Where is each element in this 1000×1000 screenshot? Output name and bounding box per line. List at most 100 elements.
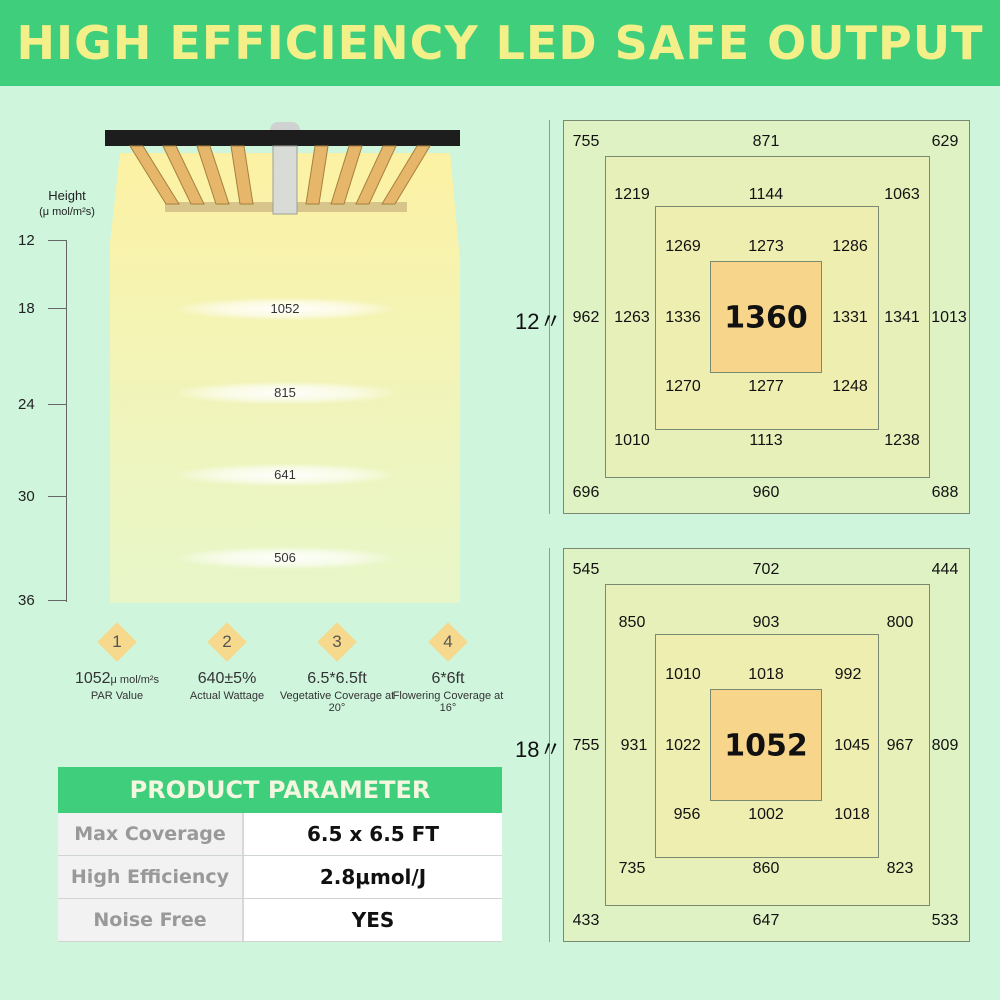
ppfd-reading: 1063 xyxy=(884,186,920,203)
ppfd-reading: 533 xyxy=(931,912,959,929)
height-tick-label: 30 xyxy=(18,488,35,505)
diamond-badge-icon: 2 xyxy=(207,622,247,662)
feature-value: 1052μ mol/m²s xyxy=(74,670,160,687)
ppfd-reading: 1022 xyxy=(665,737,701,754)
feature-number: 4 xyxy=(443,632,453,651)
ppfd-reading: 1219 xyxy=(614,186,650,203)
product-parameter-title: PRODUCT PARAMETER xyxy=(58,767,502,813)
ppfd-reading: 956 xyxy=(673,806,701,823)
light-beam xyxy=(110,153,460,603)
parameter-name: Noise Free xyxy=(58,899,244,941)
height-tick-label: 12 xyxy=(18,232,35,249)
ppfd-map-12: 12〃 755 871 629 962 1013 696 960 688 121… xyxy=(515,120,970,514)
ppfd-reading: 444 xyxy=(931,561,959,578)
ppfd-glow xyxy=(178,547,393,569)
ppfd-reading: 755 xyxy=(572,737,600,754)
light-fixture-illustration xyxy=(0,0,520,620)
ppfd-reading: 1045 xyxy=(834,737,870,754)
height-axis-title: Height (μ mol/m²s) xyxy=(22,188,112,220)
ppfd-glow xyxy=(178,464,393,486)
map-bracket xyxy=(549,548,550,942)
height-tick xyxy=(48,496,66,497)
ppfd-glow xyxy=(178,298,393,320)
diamond-badge-icon: 3 xyxy=(317,622,357,662)
feature-number: 3 xyxy=(332,632,342,651)
banner-title: HIGH EFFICIENCY LED SAFE OUTPUT xyxy=(16,16,984,70)
height-tick xyxy=(48,600,66,601)
ppfd-reading: 1144 xyxy=(748,186,784,203)
ppfd-reading: 1238 xyxy=(884,432,920,449)
ppfd-reading: 903 xyxy=(752,614,780,631)
ppfd-reading: 1013 xyxy=(931,309,967,326)
ppfd-reading: 688 xyxy=(931,484,959,501)
feature-vegetative-coverage: 3 6.5*6.5ft Vegetative Coverage at 20° xyxy=(277,622,397,714)
ppfd-reading: 702 xyxy=(752,561,780,578)
ppfd-glow xyxy=(178,382,393,404)
feature-label: PAR Value xyxy=(90,690,144,702)
parameter-name: High Efficiency xyxy=(58,856,244,898)
ppfd-reading: 545 xyxy=(572,561,600,578)
ppfd-reading: 1263 xyxy=(614,309,650,326)
ppfd-reading: 1248 xyxy=(832,378,868,395)
height-tick xyxy=(48,404,66,405)
feature-actual-wattage: 2 640±5% Actual Wattage xyxy=(167,622,287,702)
ppfd-reading: 696 xyxy=(572,484,600,501)
table-row: High Efficiency 2.8μmol/J xyxy=(58,856,502,899)
height-tick-label: 18 xyxy=(18,300,35,317)
feature-label: Actual Wattage xyxy=(189,690,265,702)
ppfd-map-18: 18〃 545 702 444 755 809 433 647 533 850 … xyxy=(515,548,970,942)
table-row: Noise Free YES xyxy=(58,899,502,942)
ppfd-value: 641 xyxy=(274,467,296,482)
parameter-value: 2.8μmol/J xyxy=(319,865,427,889)
ppfd-reading: 1270 xyxy=(665,378,701,395)
ppfd-reading: 1336 xyxy=(665,309,701,326)
ppfd-reading: 1341 xyxy=(884,309,920,326)
ppfd-reading: 809 xyxy=(931,737,959,754)
ppfd-reading: 1018 xyxy=(834,806,870,823)
ppfd-reading: 629 xyxy=(931,133,959,150)
feature-flowering-coverage: 4 6*6ft Flowering Coverage at 16° xyxy=(388,622,508,714)
ppfd-reading: 1269 xyxy=(665,238,701,255)
led-bar-fixture xyxy=(105,122,460,215)
height-axis-label: Height xyxy=(48,188,86,203)
coverage-center xyxy=(710,689,822,801)
ppfd-reading: 735 xyxy=(618,860,646,877)
parameter-value: 6.5 x 6.5 FT xyxy=(307,822,439,846)
coverage-center xyxy=(710,261,822,373)
parameter-name: Max Coverage xyxy=(58,813,244,855)
diamond-badge-icon: 1 xyxy=(97,622,137,662)
ppfd-center-reading: 1052 xyxy=(724,728,808,764)
ppfd-value: 1052 xyxy=(270,301,300,316)
feature-value: 6*6ft xyxy=(431,670,465,687)
ppfd-reading: 1010 xyxy=(614,432,650,449)
ppfd-value: 815 xyxy=(274,385,296,400)
diamond-badge-icon: 4 xyxy=(428,622,468,662)
ppfd-reading: 967 xyxy=(886,737,914,754)
ppfd-reading: 1113 xyxy=(749,432,783,449)
ppfd-reading: 433 xyxy=(572,912,600,929)
height-tick-label: 36 xyxy=(18,592,35,609)
ppfd-reading: 871 xyxy=(752,133,780,150)
ppfd-reading: 1010 xyxy=(665,666,701,683)
ppfd-reading: 931 xyxy=(620,737,648,754)
coverage-ring-3 xyxy=(655,206,879,430)
ppfd-reading: 1277 xyxy=(748,378,784,395)
table-row: Max Coverage 6.5 x 6.5 FT xyxy=(58,813,502,856)
feature-value: 6.5*6.5ft xyxy=(307,670,367,687)
feature-label: Vegetative Coverage at 20° xyxy=(279,690,395,714)
ppfd-reading: 823 xyxy=(886,860,914,877)
map-height-label: 12〃 xyxy=(515,309,562,334)
height-axis-unit: (μ mol/m²s) xyxy=(39,206,95,218)
ppfd-reading: 755 xyxy=(572,133,600,150)
ppfd-reading: 960 xyxy=(752,484,780,501)
ppfd-reading: 1018 xyxy=(748,666,784,683)
height-tick-label: 24 xyxy=(18,396,35,413)
header-banner: HIGH EFFICIENCY LED SAFE OUTPUT xyxy=(0,0,1000,86)
ppfd-reading: 647 xyxy=(752,912,780,929)
ppfd-reading: 992 xyxy=(834,666,862,683)
ppfd-center-reading: 1360 xyxy=(724,300,808,336)
ppfd-value: 506 xyxy=(274,550,296,565)
ppfd-reading: 800 xyxy=(886,614,914,631)
ppfd-reading: 1286 xyxy=(832,238,868,255)
feature-unit: μ mol/m²s xyxy=(110,674,160,686)
